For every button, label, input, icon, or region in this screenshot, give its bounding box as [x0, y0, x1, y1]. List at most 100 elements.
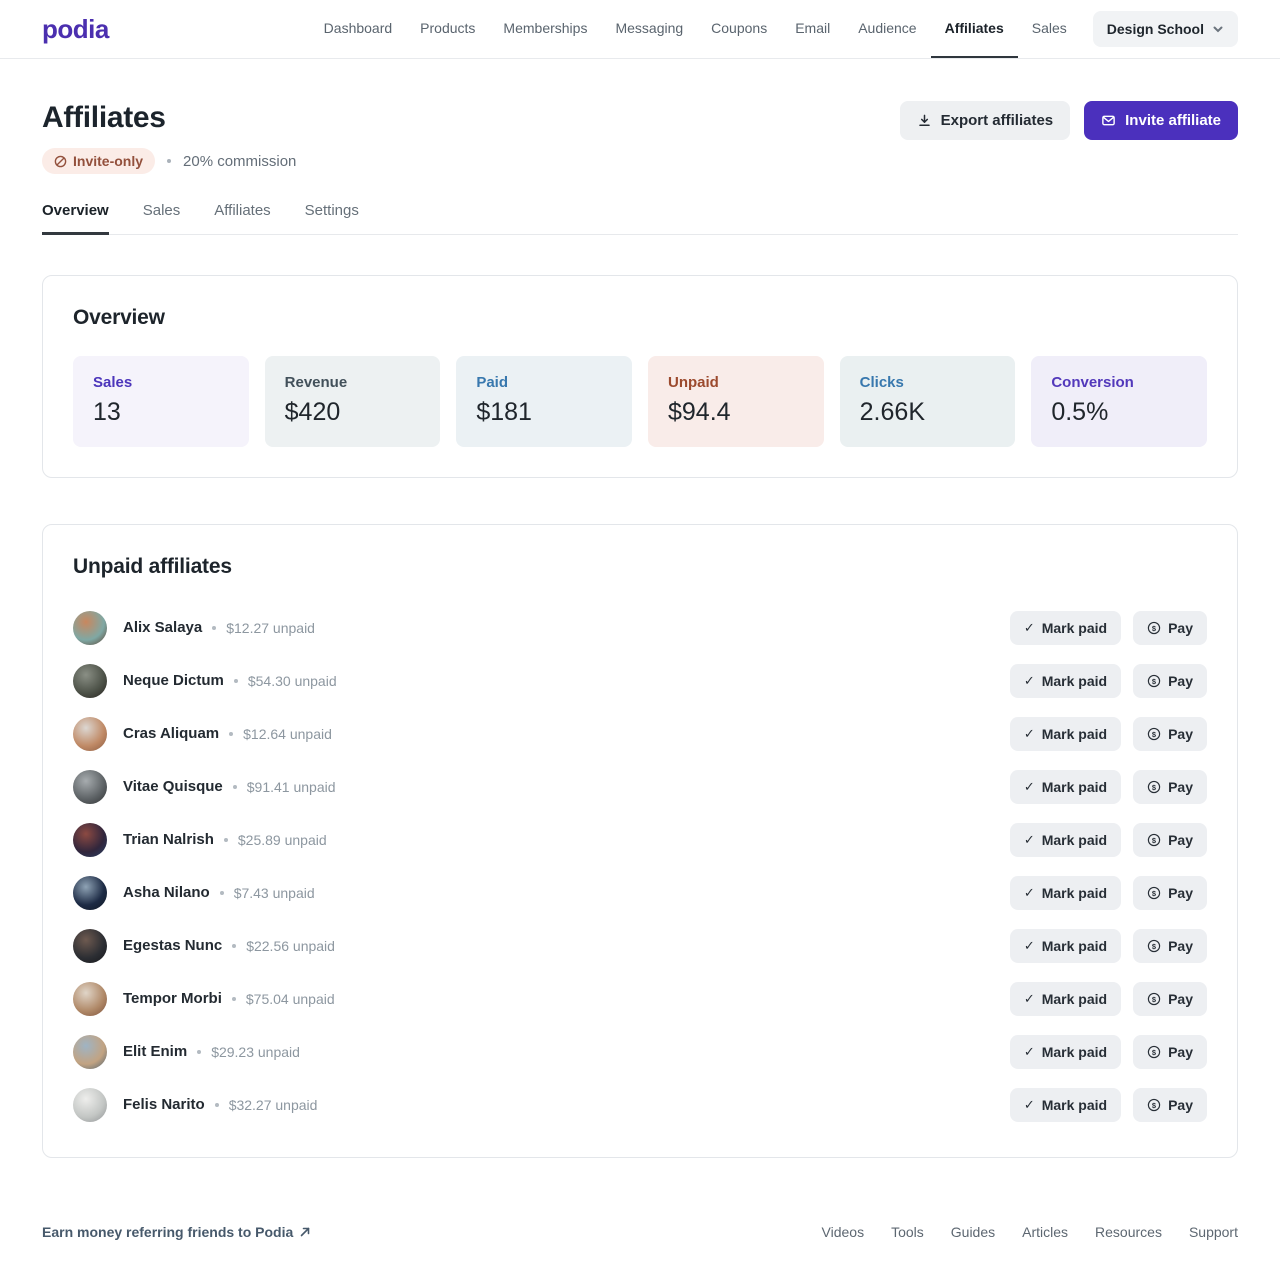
mark-paid-button[interactable]: ✓ Mark paid: [1009, 822, 1122, 857]
pay-button[interactable]: $ Pay: [1133, 769, 1207, 804]
row-actions: ✓ Mark paid $ Pay: [1009, 928, 1207, 963]
dollar-circle-icon: $: [1147, 727, 1161, 741]
mark-paid-button[interactable]: ✓ Mark paid: [1009, 769, 1122, 804]
overview-card: Overview Sales 13 Revenue $420 Paid $181 Unpai…: [42, 275, 1238, 478]
affiliate-row: Vitae Quisque $91.41 unpaid ✓ Mark paid $ Pay: [73, 760, 1207, 813]
footer-link-support[interactable]: Support: [1188, 1224, 1238, 1240]
check-icon: ✓: [1023, 778, 1035, 794]
nav-item-audience[interactable]: Audience: [858, 20, 917, 36]
pay-label: Pay: [1168, 619, 1193, 636]
nav-item-coupons[interactable]: Coupons: [711, 20, 768, 36]
pay-button[interactable]: $ Pay: [1133, 1034, 1207, 1069]
mark-paid-button[interactable]: ✓ Mark paid: [1009, 716, 1122, 751]
pay-label: Pay: [1168, 1043, 1193, 1060]
tab-overview[interactable]: Overview: [42, 202, 109, 235]
mark-paid-button[interactable]: ✓ Mark paid: [1009, 981, 1122, 1016]
stat-label: Clicks: [859, 374, 904, 391]
affiliate-unpaid-amount: $29.23 unpaid: [211, 1043, 300, 1060]
check-icon: ✓: [1023, 831, 1035, 847]
avatar: [73, 716, 107, 751]
nav-item-email[interactable]: Email: [795, 20, 831, 36]
svg-text:$: $: [1152, 729, 1157, 738]
nav-item-dashboard[interactable]: Dashboard: [323, 20, 393, 36]
check-icon: ✓: [1023, 937, 1035, 953]
export-affiliates-button[interactable]: Export affiliates: [899, 101, 1071, 140]
pay-button[interactable]: $ Pay: [1133, 1087, 1207, 1122]
page-meta: Invite-only 20% commission: [42, 148, 296, 174]
footer-link-tools[interactable]: Tools: [891, 1224, 924, 1240]
affiliate-unpaid-amount: $91.41 unpaid: [246, 778, 336, 795]
mark-paid-button[interactable]: ✓ Mark paid: [1009, 1087, 1122, 1122]
pay-button[interactable]: $ Pay: [1133, 716, 1207, 751]
nav-item-messaging[interactable]: Messaging: [615, 20, 684, 36]
affiliate-name: Felis Narito: [123, 1096, 205, 1113]
mark-paid-button[interactable]: ✓ Mark paid: [1009, 663, 1122, 698]
page-footer: Earn money referring friends to Podia Vi…: [42, 1224, 1238, 1282]
podia-logo[interactable]: podia: [42, 13, 109, 44]
mark-paid-button[interactable]: ✓ Mark paid: [1009, 875, 1122, 910]
stat-value: $94.4: [668, 398, 731, 426]
affiliate-unpaid-amount: $22.56 unpaid: [246, 937, 335, 954]
site-switcher-button[interactable]: Design School: [1092, 11, 1238, 47]
separator-dot: [229, 731, 234, 736]
nav-item-memberships[interactable]: Memberships: [503, 20, 588, 36]
mark-paid-button[interactable]: ✓ Mark paid: [1009, 1034, 1122, 1069]
avatar: [73, 928, 107, 963]
affiliate-name: Elit Enim: [123, 1043, 188, 1060]
referral-link-label: Earn money referring friends to Podia: [42, 1224, 294, 1240]
pay-button[interactable]: $ Pay: [1133, 822, 1207, 857]
svg-text:$: $: [1152, 623, 1157, 632]
stat-value: $181: [476, 398, 532, 426]
affiliate-row: Asha Nilano $7.43 unpaid ✓ Mark paid $ Pay: [73, 866, 1207, 919]
chevron-down-icon: [1212, 23, 1224, 35]
affiliate-name: Egestas Nunc: [123, 937, 223, 954]
mark-paid-label: Mark paid: [1041, 725, 1108, 742]
footer-link-videos[interactable]: Videos: [821, 1224, 865, 1240]
invite-affiliate-button[interactable]: Invite affiliate: [1084, 101, 1238, 140]
svg-text:$: $: [1152, 994, 1157, 1003]
footer-link-guides[interactable]: Guides: [950, 1224, 996, 1240]
pay-button[interactable]: $ Pay: [1133, 875, 1207, 910]
mark-paid-label: Mark paid: [1041, 884, 1108, 901]
pay-label: Pay: [1168, 884, 1193, 901]
affiliate-unpaid-amount: $12.27 unpaid: [226, 619, 315, 636]
mark-paid-button[interactable]: ✓ Mark paid: [1009, 928, 1122, 963]
separator-dot: [197, 1049, 202, 1054]
stats-grid: Sales 13 Revenue $420 Paid $181 Unpaid $94.4 Cli…: [73, 356, 1207, 447]
pay-label: Pay: [1168, 831, 1193, 848]
referral-link[interactable]: Earn money referring friends to Podia: [42, 1224, 311, 1240]
footer-links: Videos Tools Guides Articles Resources Suppor…: [822, 1224, 1238, 1240]
affiliate-name: Asha Nilano: [123, 884, 210, 901]
pay-button[interactable]: $ Pay: [1133, 663, 1207, 698]
pay-button[interactable]: $ Pay: [1133, 610, 1207, 645]
row-actions: ✓ Mark paid $ Pay: [1009, 610, 1207, 645]
nav-item-products[interactable]: Products: [420, 20, 476, 36]
pay-label: Pay: [1168, 990, 1193, 1007]
pay-label: Pay: [1168, 778, 1193, 795]
export-affiliates-label: Export affiliates: [940, 112, 1054, 129]
mark-paid-label: Mark paid: [1041, 990, 1108, 1007]
check-icon: ✓: [1023, 1043, 1035, 1059]
tab-sales[interactable]: Sales: [142, 202, 181, 219]
affiliate-name: Cras Aliquam: [123, 725, 220, 742]
row-actions: ✓ Mark paid $ Pay: [1009, 769, 1207, 804]
dollar-circle-icon: $: [1147, 674, 1161, 688]
invite-only-icon: [54, 155, 67, 168]
stat-value: $420: [284, 398, 341, 426]
stat-tile-clicks: Clicks 2.66K: [839, 356, 1016, 447]
nav-item-sales[interactable]: Sales: [1031, 20, 1067, 36]
top-navigation: podia Dashboard Products Memberships Messag…: [0, 0, 1280, 59]
nav-item-affiliates[interactable]: Affiliates: [930, 0, 1018, 58]
stat-label: Unpaid: [668, 374, 719, 391]
tab-settings[interactable]: Settings: [304, 202, 359, 219]
mark-paid-button[interactable]: ✓ Mark paid: [1009, 610, 1122, 645]
avatar: [73, 663, 107, 698]
pay-button[interactable]: $ Pay: [1133, 981, 1207, 1016]
pay-button[interactable]: $ Pay: [1133, 928, 1207, 963]
affiliate-row: Elit Enim $29.23 unpaid ✓ Mark paid $ Pay: [73, 1025, 1207, 1078]
dollar-circle-icon: $: [1147, 833, 1161, 847]
footer-link-resources[interactable]: Resources: [1095, 1224, 1162, 1240]
tab-affiliates[interactable]: Affiliates: [214, 202, 271, 219]
section-tabs: Overview Sales Affiliates Settings: [42, 202, 1238, 235]
footer-link-articles[interactable]: Articles: [1022, 1224, 1069, 1240]
